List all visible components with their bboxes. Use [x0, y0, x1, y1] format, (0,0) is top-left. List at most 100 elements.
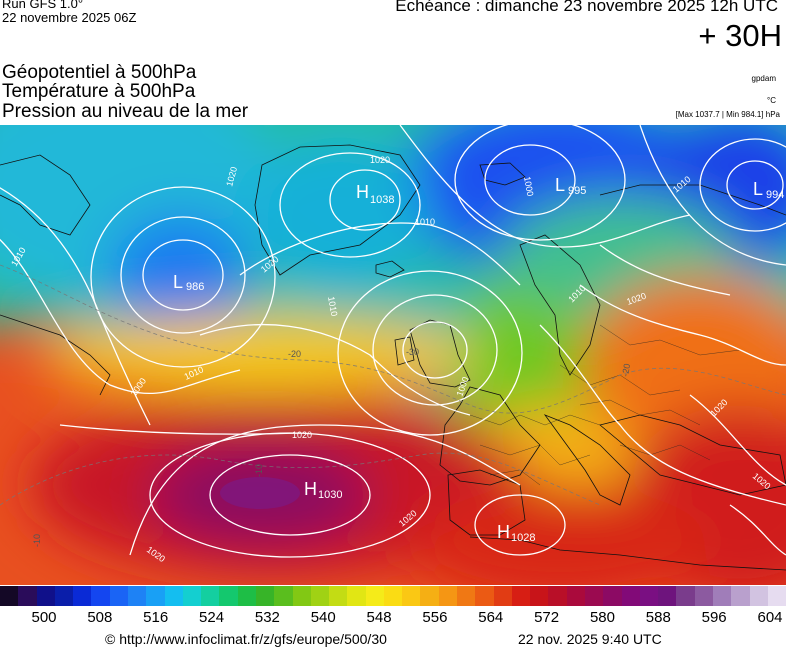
color-scale-swatch [621, 586, 640, 606]
color-scale-swatch [749, 586, 768, 606]
svg-text:L: L [753, 179, 763, 199]
color-scale-swatch [420, 586, 439, 606]
isobar-label: 1020 [292, 430, 312, 440]
param-pressure: Pression au niveau de la mer [2, 101, 249, 122]
color-scale-swatch [566, 586, 585, 606]
color-scale-swatch [54, 586, 74, 606]
color-scale-tick: 500 [31, 609, 57, 626]
pressure-systems: L 986 H 1038 L 995 L 994 H 1030 H 1028 [173, 175, 784, 544]
isotherm-label: -30 [406, 347, 419, 357]
color-scale-tick: 540 [310, 609, 336, 626]
color-scale-swatch [91, 586, 110, 606]
footer-generation-time: 22 nov. 2025 9:40 UTC [518, 631, 662, 647]
color-scale-swatch [347, 586, 366, 606]
color-scale-swatch [475, 586, 494, 606]
color-scale-tick: 580 [589, 609, 615, 626]
isobar-label: 1010 [326, 296, 339, 317]
high-pressure-center: H 1030 [304, 479, 342, 501]
low-pressure-center: L 986 [173, 272, 204, 293]
isotherm-label: -10 [32, 534, 42, 547]
color-scale-swatch [511, 586, 531, 606]
isobars [0, 125, 786, 558]
svg-text:1028: 1028 [511, 532, 535, 544]
color-scale-swatch [182, 586, 202, 606]
color-scale-swatch [237, 586, 256, 606]
color-scale-bar [0, 586, 786, 606]
high-pressure-center: H 1028 [497, 522, 535, 544]
color-scale-tick: 508 [87, 609, 113, 626]
color-scale-swatch [164, 586, 183, 606]
color-scale-swatch [36, 586, 55, 606]
color-scale-swatch [530, 586, 549, 606]
high-pressure-center: H 1038 [356, 182, 394, 206]
pressure-minmax: [Max 1037.7 | Min 984.1] hPa [675, 110, 780, 119]
color-scale-tick: 572 [534, 609, 560, 626]
forecast-valid-time: Echéance : dimanche 23 novembre 2025 12h… [395, 0, 778, 15]
coastlines [0, 144, 786, 571]
color-scale-swatch [219, 586, 238, 606]
color-scale-tick: 556 [422, 609, 448, 626]
unit-geopotential: gpdam [751, 74, 776, 83]
isotherm-label: -20 [620, 363, 632, 378]
color-scale-swatch [548, 586, 567, 606]
color-scale-swatch [767, 586, 786, 606]
color-scale-swatch [146, 586, 165, 606]
color-scale-swatch [676, 586, 695, 606]
svg-text:H: H [497, 522, 510, 542]
forecast-hour: + 30H [698, 18, 782, 53]
color-scale-swatch [329, 586, 348, 606]
svg-text:986: 986 [186, 281, 204, 293]
color-scale-swatch [292, 586, 311, 606]
param-temperature: Température à 500hPa [2, 81, 196, 102]
isotherm-label: -10 [254, 464, 264, 477]
color-scale-swatch [603, 586, 622, 606]
isobar-label: 1020 [370, 155, 390, 165]
svg-text:1038: 1038 [370, 194, 394, 206]
isotherm-labels: -20 -10 -20 -10 -30 [32, 347, 632, 547]
svg-text:L: L [555, 175, 565, 195]
forecast-map: L 986 H 1038 L 995 L 994 H 1030 H 1028 1… [0, 125, 786, 585]
isotherms [0, 264, 786, 506]
color-scale-swatch [493, 586, 512, 606]
color-scale-swatch [310, 586, 330, 606]
color-scale-swatch [731, 586, 750, 606]
low-pressure-center: L 994 [753, 179, 784, 201]
svg-text:994: 994 [766, 189, 784, 201]
footer-source-url: © http://www.infoclimat.fr/z/gfs/europe/… [105, 631, 387, 647]
isobar-label: 1010 [415, 217, 435, 227]
isobar-label: 1000 [522, 176, 535, 197]
color-scale-swatch [255, 586, 275, 606]
unit-temperature: °C [767, 96, 776, 105]
color-scale-swatch [0, 586, 19, 606]
svg-text:H: H [356, 182, 369, 202]
color-scale-swatch [585, 586, 604, 606]
color-scale-swatch [109, 586, 128, 606]
color-scale-tick: 532 [254, 609, 280, 626]
color-scale-tick: 564 [478, 609, 504, 626]
color-scale-tick: 604 [757, 609, 783, 626]
color-scale-swatch [73, 586, 92, 606]
low-pressure-center: L 995 [555, 175, 586, 197]
svg-text:L: L [173, 272, 183, 292]
color-scale-swatch [457, 586, 476, 606]
svg-text:1030: 1030 [318, 489, 342, 501]
color-scale-swatch [365, 586, 384, 606]
color-scale-swatch [438, 586, 458, 606]
color-scale-tick: 548 [366, 609, 392, 626]
svg-text:H: H [304, 479, 317, 499]
color-scale-tick: 524 [199, 609, 225, 626]
param-geopotential: Géopotentiel à 500hPa [2, 62, 197, 83]
color-scale-swatch [18, 586, 37, 606]
isotherm-label: -20 [288, 349, 301, 359]
color-scale-tick: 596 [701, 609, 727, 626]
color-scale-tick: 588 [645, 609, 671, 626]
run-model-label: Run GFS 1.0° [2, 0, 84, 11]
color-scale-swatch [201, 586, 220, 606]
color-scale-swatch [383, 586, 403, 606]
color-scale-swatch [274, 586, 293, 606]
color-scale-swatch [402, 586, 421, 606]
color-scale-labels: 500 508 516 524 532 540 548 556 564 572 580 588 596 6… [0, 609, 786, 629]
color-scale-swatch [694, 586, 713, 606]
color-scale-swatch [127, 586, 147, 606]
color-scale-swatch [658, 586, 677, 606]
